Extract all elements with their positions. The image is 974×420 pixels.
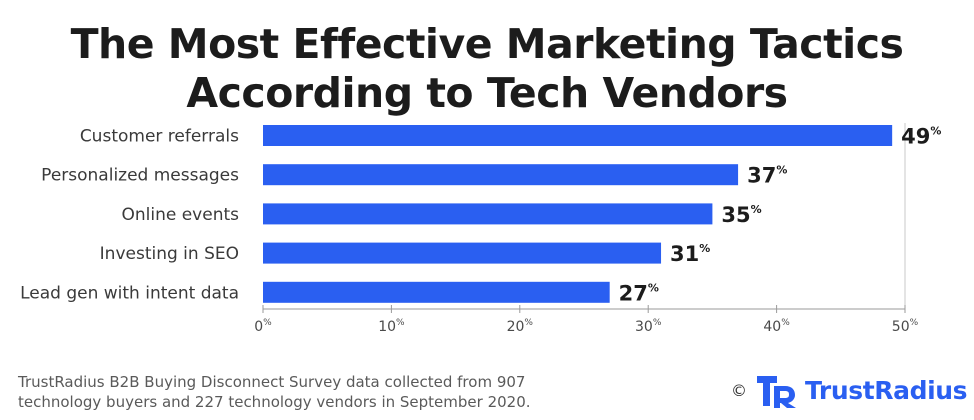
- data-label: 37%: [747, 164, 787, 188]
- x-tick-label: 20%: [507, 318, 534, 335]
- source-line-1: TrustRadius B2B Buying Disconnect Survey…: [18, 373, 526, 391]
- chart-title: The Most Effective Marketing Tactics Acc…: [0, 20, 974, 118]
- category-label: Personalized messages: [41, 166, 239, 186]
- brand: © TrustRadius: [731, 368, 968, 412]
- x-tick-label: 40%: [763, 318, 790, 335]
- source-line-2: technology buyers and 227 technology ven…: [18, 393, 531, 411]
- x-tick-label: 0%: [254, 318, 272, 335]
- bar: [263, 242, 662, 264]
- bar-chart: Customer referrals 49% Personalized messag…: [20, 123, 941, 335]
- category-label: Investing in SEO: [100, 244, 239, 264]
- bar: [263, 203, 713, 225]
- copyright-symbol: ©: [731, 380, 747, 400]
- x-tick-label: 30%: [635, 318, 662, 335]
- chart-title-line-1: The Most Effective Marketing Tactics: [70, 20, 904, 68]
- source-note: TrustRadius B2B Buying Disconnect Survey…: [18, 372, 598, 412]
- brand-name: TrustRadius: [805, 375, 968, 405]
- category-label: Online events: [121, 205, 239, 225]
- bar: [263, 164, 739, 186]
- trustradius-logo-icon: [757, 376, 796, 408]
- category-label: Lead gen with intent data: [20, 283, 239, 303]
- x-tick-label: 10%: [378, 318, 405, 335]
- category-label: Customer referrals: [80, 127, 239, 147]
- bar: [263, 125, 893, 146]
- x-tick-label: 50%: [892, 318, 919, 335]
- data-label: 35%: [721, 203, 761, 227]
- data-label: 49%: [901, 125, 941, 149]
- bar: [263, 281, 610, 303]
- data-label: 31%: [670, 242, 710, 266]
- data-label: 27%: [619, 281, 659, 305]
- chart-title-line-2: According to Tech Vendors: [186, 69, 788, 117]
